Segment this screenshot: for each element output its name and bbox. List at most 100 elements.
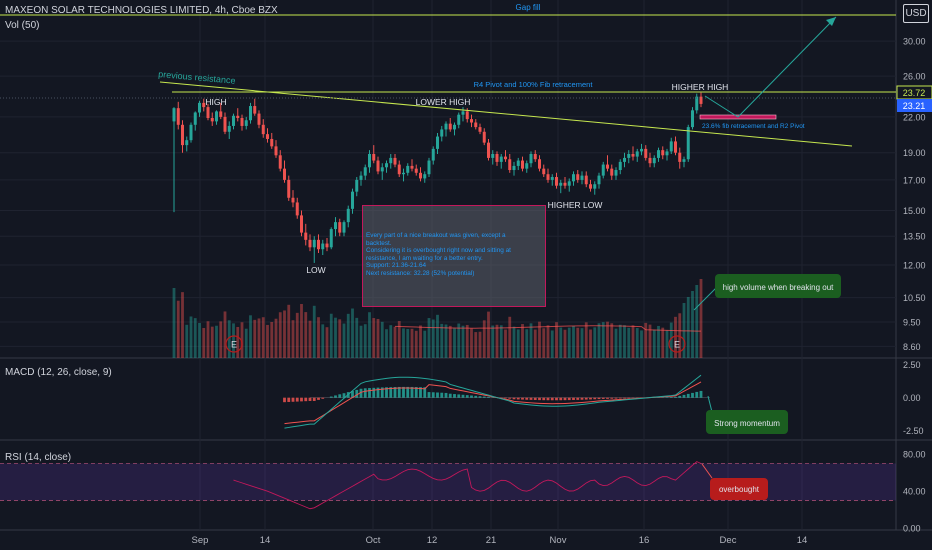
note-line: Support: 21.36-21.64	[366, 262, 427, 270]
earnings-marker-label: E	[674, 340, 680, 350]
candle-body	[495, 154, 499, 162]
candle-body	[380, 167, 384, 172]
volume-bar	[414, 330, 418, 358]
candle-body	[512, 165, 516, 171]
macd-y-tick: -2.50	[903, 426, 924, 436]
candle-body	[402, 172, 405, 175]
candle-body	[274, 146, 278, 156]
candle-body	[206, 107, 210, 119]
macd-histogram-bar	[550, 397, 554, 401]
macd-histogram-bar	[300, 397, 303, 402]
volume-bar	[572, 325, 575, 358]
y-tick-label: 19.00	[903, 148, 926, 158]
volume-bar	[376, 318, 380, 358]
candle-body	[176, 108, 180, 125]
candle-body	[508, 159, 512, 171]
lower-high-label: LOWER HIGH	[416, 97, 471, 107]
candle-body	[440, 129, 444, 137]
candle-body	[580, 175, 584, 180]
macd-histogram-bar	[427, 392, 431, 398]
volume-indicator-label[interactable]: Vol (50)	[5, 20, 40, 31]
candle-body	[304, 232, 308, 240]
analysis-note[interactable]: Every part of a nice breakout was given,…	[362, 205, 546, 307]
volume-bar	[444, 324, 448, 358]
candle-body	[457, 114, 461, 125]
volume-bar	[342, 323, 346, 358]
volume-bar	[393, 326, 397, 358]
volume-bar	[368, 312, 371, 358]
macd-histogram-bar	[699, 390, 703, 398]
volume-bar	[584, 322, 588, 358]
rsi-y-tick: 40.00	[903, 487, 926, 497]
macd-histogram-bar	[610, 397, 614, 399]
volume-bar	[678, 313, 682, 358]
volume-bars	[172, 279, 703, 358]
candle-body	[525, 163, 529, 169]
symbol-title[interactable]: MAXEON SOLAR TECHNOLOGIES LIMITED, 4h, C…	[5, 5, 278, 16]
macd-histogram-bar	[461, 394, 465, 398]
macd-histogram-bar	[291, 397, 295, 402]
y-tick-label: 10.50	[903, 293, 926, 303]
candle-body	[410, 165, 414, 169]
candle-body	[606, 164, 609, 169]
currency-button[interactable]: USD	[903, 4, 929, 23]
candle-body	[329, 229, 333, 248]
candle-body	[334, 222, 337, 230]
macd-histogram-bar	[478, 396, 482, 398]
candle-body	[172, 108, 176, 122]
volume-bar	[338, 319, 342, 358]
volume-bar	[261, 317, 265, 358]
candle-body	[244, 120, 248, 126]
volume-bar	[521, 324, 524, 358]
candle-body	[640, 148, 643, 152]
volume-bar	[589, 329, 592, 358]
candle-body	[542, 168, 546, 175]
volume-bar	[465, 324, 469, 358]
volume-bar	[576, 327, 580, 358]
volume-bar	[283, 310, 286, 358]
candle-body	[419, 172, 422, 179]
volume-bar	[372, 318, 376, 358]
macd-histogram-bar	[389, 387, 393, 398]
volume-bar	[325, 327, 329, 358]
candle-body	[261, 124, 265, 135]
higher-low-label: HIGHER LOW	[548, 200, 603, 210]
y-tick-label: 15.00	[903, 206, 926, 216]
candle-body	[202, 102, 206, 108]
macd-histogram-bar	[338, 394, 342, 398]
macd-histogram-bar	[665, 397, 669, 398]
macd-histogram-bar	[669, 397, 673, 398]
candle-body	[295, 202, 299, 216]
note-line: backtest.	[366, 239, 392, 247]
candle-body	[470, 119, 473, 123]
candle-body	[240, 118, 244, 126]
volume-bar	[482, 320, 486, 358]
candle-body	[359, 175, 363, 180]
rsi-line	[233, 461, 702, 510]
macd-histogram-bar	[431, 392, 435, 398]
volume-bar	[210, 326, 214, 358]
candle-body	[317, 239, 320, 250]
axes: Sep 14 Oct 12 21 Nov 16 Dec 14 30.00 26.00 22.00 19.…	[192, 37, 932, 546]
rsi-label[interactable]: RSI (14, close)	[5, 452, 72, 463]
candle-body	[397, 164, 401, 175]
candle-body	[423, 174, 427, 179]
candle-body	[589, 184, 592, 189]
volume-bar	[436, 314, 439, 358]
candle-body	[546, 174, 550, 180]
volume-bar	[278, 312, 282, 358]
macd-histogram-bar	[627, 397, 631, 399]
macd-label[interactable]: MACD (12, 26, close, 9)	[5, 367, 112, 378]
candle-body	[686, 127, 690, 160]
earnings-marker-label: E	[231, 340, 237, 350]
volume-bar	[635, 328, 639, 358]
macd-histogram-bar	[487, 396, 490, 398]
candle-body	[427, 160, 431, 175]
volume-bar	[640, 330, 643, 358]
macd-histogram-bar	[376, 387, 380, 398]
candle-body	[346, 208, 350, 223]
volume-bar	[580, 328, 584, 358]
callout-pointer	[707, 395, 713, 413]
volume-bar	[406, 329, 410, 358]
